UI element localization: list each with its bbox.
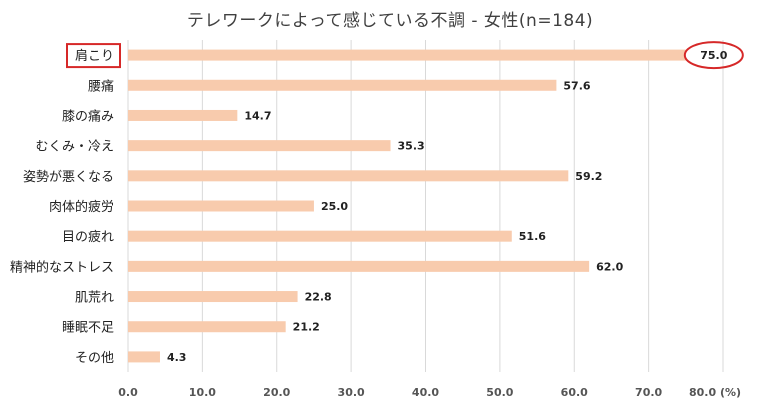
highlight-box bbox=[66, 43, 121, 69]
value-label: 14.7 bbox=[244, 109, 271, 122]
value-label: 51.6 bbox=[519, 230, 546, 243]
x-tick-label: 0.0 bbox=[118, 386, 138, 399]
category-label: 膝の痛み bbox=[62, 108, 114, 124]
value-label: 4.3 bbox=[167, 351, 187, 364]
x-tick-label: 80.0 (%) bbox=[689, 386, 741, 399]
category-label: 肩こり bbox=[75, 48, 114, 64]
x-tick-label: 20.0 bbox=[263, 386, 290, 399]
bar bbox=[128, 321, 286, 333]
category-label: その他 bbox=[75, 351, 114, 366]
category-label: 肌荒れ bbox=[75, 291, 114, 306]
bar bbox=[128, 109, 238, 121]
value-label: 21.2 bbox=[293, 321, 320, 334]
value-label: 25.0 bbox=[321, 200, 348, 213]
value-label: 22.8 bbox=[305, 291, 332, 304]
chart-title: テレワークによって感じている不調 - 女性(n=184) bbox=[186, 11, 594, 31]
value-label: 57.6 bbox=[563, 79, 590, 92]
category-label: 目の疲れ bbox=[62, 229, 114, 245]
category-label: 睡眠不足 bbox=[62, 321, 114, 336]
value-label: 35.3 bbox=[398, 140, 425, 153]
value-label: 59.2 bbox=[575, 170, 602, 183]
bar bbox=[128, 170, 569, 182]
category-label: むくみ・冷え bbox=[35, 140, 114, 155]
category-label: 姿勢が悪くなる bbox=[23, 169, 114, 185]
bar bbox=[128, 79, 557, 91]
x-tick-label: 70.0 bbox=[635, 386, 662, 399]
x-tick-label: 30.0 bbox=[338, 386, 365, 399]
x-tick-label: 60.0 bbox=[561, 386, 588, 399]
value-label: 62.0 bbox=[596, 260, 623, 273]
bar bbox=[128, 291, 298, 303]
bar bbox=[128, 140, 391, 152]
x-tick-label: 40.0 bbox=[412, 386, 439, 399]
bar bbox=[128, 49, 686, 61]
category-label: 腰痛 bbox=[88, 78, 114, 94]
bar bbox=[128, 260, 590, 272]
x-tick-label: 50.0 bbox=[486, 386, 513, 399]
category-label: 肉体的疲労 bbox=[49, 199, 114, 215]
value-label: 75.0 bbox=[700, 49, 727, 62]
bar bbox=[128, 351, 160, 363]
bar bbox=[128, 230, 512, 242]
bar bbox=[128, 200, 314, 212]
category-label: 精神的なストレス bbox=[10, 259, 114, 275]
x-tick-label: 10.0 bbox=[189, 386, 216, 399]
highlight-ellipse bbox=[683, 41, 744, 70]
